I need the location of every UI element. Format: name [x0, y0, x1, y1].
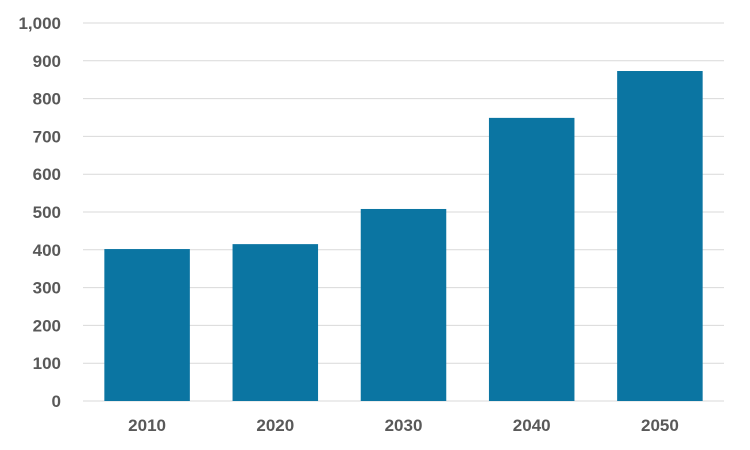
y-tick-label: 700: [33, 127, 61, 146]
y-tick-label: 800: [33, 90, 61, 109]
x-axis-tick-labels: 2010 2020 2030 2040 2050: [128, 416, 679, 435]
x-tick-label: 2010: [128, 416, 166, 435]
y-tick-label: 1,000: [18, 14, 61, 33]
y-tick-label: 100: [33, 354, 61, 373]
y-tick-label: 500: [33, 203, 61, 222]
bar-2020: [232, 244, 319, 401]
bars: [104, 71, 703, 402]
y-tick-label: 900: [33, 52, 61, 71]
bar-2030: [360, 208, 447, 401]
x-tick-label: 2050: [641, 416, 679, 435]
bar-2040: [488, 117, 575, 402]
y-tick-label: 200: [33, 316, 61, 335]
x-tick-label: 2030: [385, 416, 423, 435]
x-tick-label: 2040: [513, 416, 551, 435]
y-tick-label: 400: [33, 241, 61, 260]
y-tick-label: 600: [33, 165, 61, 184]
bar-2050: [617, 71, 703, 402]
bar-2010: [104, 249, 190, 401]
y-tick-label: 0: [52, 392, 61, 411]
y-tick-label: 300: [33, 279, 61, 298]
y-axis-tick-labels: 0 100 200 300 400 500 600 700 800 900 1,000: [18, 14, 61, 411]
x-tick-label: 2020: [256, 416, 294, 435]
